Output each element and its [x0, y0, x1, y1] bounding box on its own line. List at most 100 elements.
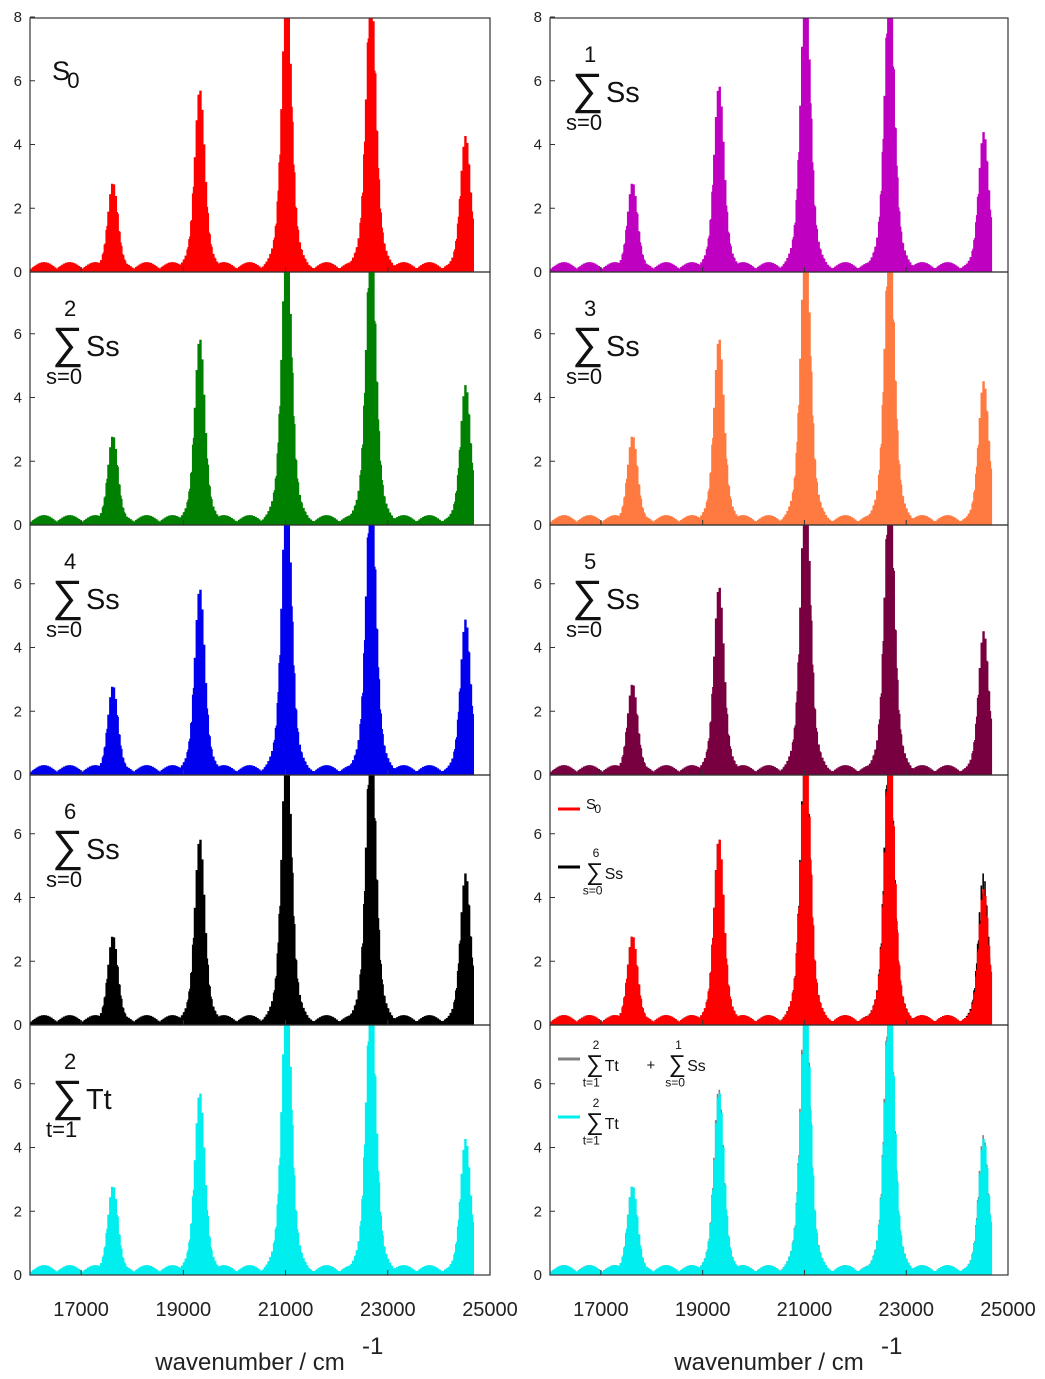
sum-icon: ∑ [52, 572, 83, 621]
bar [989, 468, 993, 525]
y-tick-label: 2 [14, 953, 22, 970]
sum-lower-limit: s=0 [566, 364, 602, 389]
y-tick-label: 4 [14, 640, 22, 657]
sum-lower-limit: s=0 [583, 883, 603, 897]
y-tick-label: 0 [14, 767, 22, 784]
panel-frame [29, 17, 491, 273]
sum-term: Ss [606, 77, 640, 109]
spectrum-right-5 [550, 1025, 993, 1275]
spectrum-left-2 [30, 272, 474, 525]
spectrum-left-5 [30, 1025, 474, 1275]
panel-frame [549, 271, 1009, 526]
sum-icon: ∑ [572, 65, 603, 114]
sum-upper-limit: 1 [584, 42, 596, 67]
bar [471, 1221, 474, 1275]
y-tick-label: 6 [14, 326, 22, 343]
y-tick-label: 6 [14, 576, 22, 593]
sum-icon: ∑ [52, 1072, 83, 1121]
bar [989, 971, 993, 1025]
bar [471, 470, 474, 525]
y-tick-label: 0 [534, 517, 542, 534]
y-tick-label: 6 [14, 73, 22, 90]
panel-frame [29, 271, 491, 526]
sum-lower-limit: s=0 [46, 867, 82, 892]
y-tick-label: 8 [534, 9, 542, 26]
y-tick-label: 4 [534, 390, 542, 407]
y-tick-label: 4 [14, 390, 22, 407]
bar [471, 714, 474, 775]
sum-term: Ss [86, 331, 120, 363]
y-tick-label: 0 [14, 1017, 22, 1034]
y-tick-label: 8 [14, 9, 22, 26]
y-tick-label: 4 [534, 890, 542, 907]
sum-lower-limit: s=0 [46, 364, 82, 389]
y-tick-label: 2 [14, 200, 22, 217]
spectrum-left-3 [30, 525, 474, 775]
y-tick-label: 2 [14, 703, 22, 720]
sum-lower-limit: t=1 [46, 1117, 77, 1142]
panel-frame [29, 524, 491, 776]
bar [989, 217, 993, 272]
y-tick-label: 2 [14, 1203, 22, 1220]
sum-icon: ∑ [572, 319, 603, 368]
spectrum-left-1 [30, 18, 474, 272]
bar [989, 718, 993, 775]
bar [471, 218, 474, 272]
y-tick-label: 2 [534, 200, 542, 217]
panel-label-main: S [52, 55, 70, 86]
sum-icon: ∑ [52, 822, 83, 871]
panel-frame [549, 17, 1009, 273]
sum-upper-limit: 6 [593, 846, 600, 860]
spectrum-right-1 [550, 18, 993, 272]
sum-lower-limit: s=0 [46, 617, 82, 642]
spectrum-right-2 [550, 272, 993, 525]
sum-icon: ∑ [586, 859, 603, 886]
panel-label-sub: 0 [67, 68, 79, 93]
y-tick-label: 2 [14, 453, 22, 470]
y-tick-label: 2 [534, 703, 542, 720]
sum-term: Ss [606, 584, 640, 616]
y-tick-label: 4 [534, 137, 542, 154]
spectrum-right-3 [550, 525, 993, 775]
sum-term: Tt [86, 1084, 112, 1116]
y-tick-label: 4 [14, 1140, 22, 1157]
y-tick-label: 6 [534, 576, 542, 593]
panel-frame [549, 774, 1009, 1026]
y-tick-label: 6 [534, 826, 542, 843]
y-tick-label: 6 [534, 326, 542, 343]
sum-term: Ss [86, 584, 120, 616]
sum-upper-limit: 2 [64, 1049, 76, 1074]
sum-term: Ss [606, 331, 640, 363]
sum-icon: ∑ [52, 319, 83, 368]
y-tick-label: 0 [534, 1017, 542, 1034]
y-tick-label: 4 [534, 640, 542, 657]
y-tick-label: 0 [534, 264, 542, 281]
y-tick-label: 4 [14, 137, 22, 154]
y-tick-label: 2 [534, 453, 542, 470]
y-tick-label: 2 [534, 953, 542, 970]
y-tick-label: 0 [14, 1267, 22, 1284]
y-tick-label: 6 [534, 73, 542, 90]
spectrum-right-4 [550, 775, 993, 1025]
sum-lower-limit: s=0 [566, 110, 602, 135]
y-tick-label: 4 [14, 890, 22, 907]
sum-upper-limit: 5 [584, 549, 596, 574]
sum-term: Ss [86, 834, 120, 866]
sum-term: Ss [605, 866, 624, 883]
panel-right-1: 0 2 4 6 8 1∑ Sss=0 [534, 9, 1009, 281]
y-tick-label: 6 [14, 1076, 22, 1093]
panel-label-sub: 0 [594, 802, 601, 816]
sum-icon: ∑ [572, 572, 603, 621]
sum-upper-limit: 2 [64, 296, 76, 321]
sum-upper-limit: 4 [64, 549, 76, 574]
